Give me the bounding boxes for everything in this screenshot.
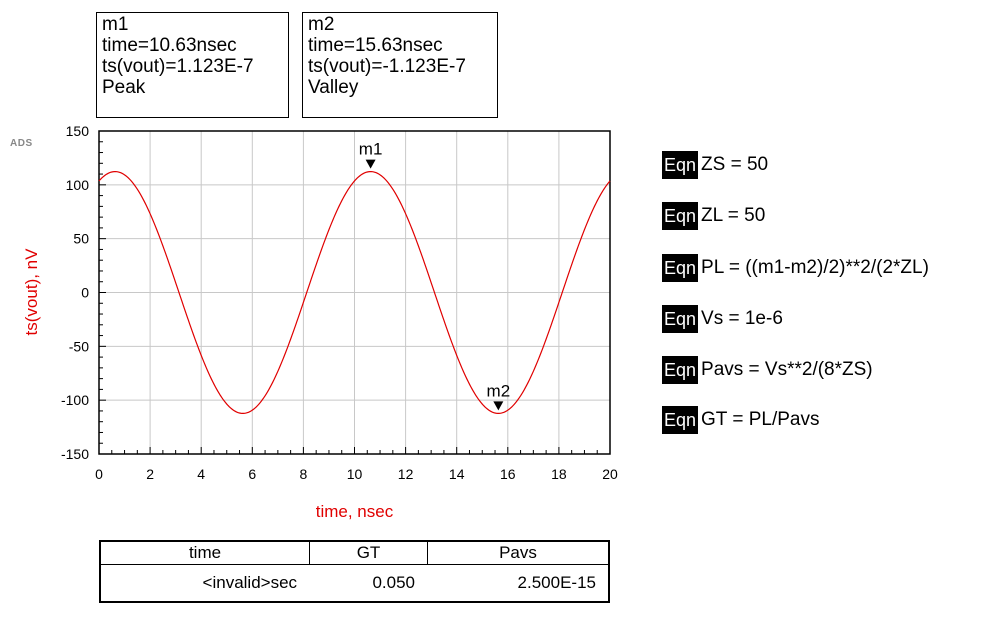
marker-m2-triangle <box>493 401 504 411</box>
equation-pavs[interactable]: Eqn Pavs = Vs**2/(8*ZS) <box>662 355 873 384</box>
eqn-tag: Eqn <box>662 150 699 179</box>
y-tick-label: -150 <box>61 446 89 462</box>
ads-logo: ADS <box>10 138 33 149</box>
y-tick-label: -100 <box>61 392 89 408</box>
plot-markers: m1 m2 <box>359 140 510 411</box>
marker-m2-value: ts(vout)=-1.123E-7 <box>308 56 466 77</box>
table-header-row: time GT Pavs <box>99 540 610 565</box>
eqn-tag: Eqn <box>662 304 699 333</box>
x-axis-label: time, nsec <box>316 502 394 521</box>
marker-m2-name: m2 <box>308 14 335 35</box>
equation-text: PL = ((m1-m2)/2)**2/(2*ZL) <box>701 256 929 278</box>
marker-m1-readout[interactable]: m1 time=10.63nsec ts(vout)=1.123E-7 Peak <box>96 12 289 118</box>
marker-m1-triangle <box>365 159 376 169</box>
table-cell-pavs: 2.500E-15 <box>426 564 610 603</box>
x-tick-label: 2 <box>146 466 154 482</box>
x-tick-label: 20 <box>602 466 618 482</box>
series-line-ts-vout <box>98 170 611 415</box>
equation-text: ZL = 50 <box>701 204 766 226</box>
eqn-tag: Eqn <box>662 201 699 230</box>
marker-m1-time: time=10.63nsec <box>102 35 237 56</box>
marker-m1-label: m1 <box>359 140 383 159</box>
x-tick-label: 16 <box>500 466 516 482</box>
axis-ticks <box>98 130 611 455</box>
marker-m1-name: m1 <box>102 14 129 35</box>
equation-zs[interactable]: Eqn ZS = 50 <box>662 150 768 179</box>
y-tick-label: 0 <box>81 285 89 301</box>
eqn-tag: Eqn <box>662 253 699 282</box>
y-axis-label: ts(vout), nV <box>22 248 41 336</box>
marker-m2-label: m2 <box>487 381 511 400</box>
eqn-tag: Eqn <box>662 355 699 384</box>
results-table[interactable]: time GT Pavs <invalid>sec 0.050 2.500E-1… <box>99 540 610 603</box>
table-header-gt: GT <box>309 540 428 565</box>
x-tick-label: 10 <box>347 466 363 482</box>
equation-text: Vs = 1e-6 <box>701 307 783 329</box>
x-tick-label: 6 <box>248 466 256 482</box>
table-row: <invalid>sec 0.050 2.500E-15 <box>99 564 610 603</box>
y-tick-label: 100 <box>66 177 90 193</box>
marker-m1-kind: Peak <box>102 77 146 98</box>
x-tick-label: 14 <box>449 466 465 482</box>
y-tick-label: 50 <box>73 231 89 247</box>
time-domain-plot[interactable]: 0 2 4 6 8 10 12 14 16 18 20 150 100 50 0 -50 -100 -150 m1… <box>0 0 640 540</box>
equation-zl[interactable]: Eqn ZL = 50 <box>662 201 765 230</box>
equation-text: Pavs = Vs**2/(8*ZS) <box>701 358 873 380</box>
equation-vs[interactable]: Eqn Vs = 1e-6 <box>662 304 783 333</box>
x-tick-label: 12 <box>398 466 414 482</box>
eqn-tag: Eqn <box>662 405 699 434</box>
plot-grid <box>99 131 610 454</box>
y-tick-label: -50 <box>69 338 89 354</box>
equation-text: GT = PL/Pavs <box>701 408 820 430</box>
marker-m2-readout[interactable]: m2 time=15.63nsec ts(vout)=-1.123E-7 Val… <box>302 12 498 118</box>
x-tick-label: 8 <box>300 466 308 482</box>
y-tick-label: 150 <box>66 123 90 139</box>
x-tick-label: 0 <box>95 466 103 482</box>
table-header-pavs: Pavs <box>426 540 610 565</box>
equation-text: ZS = 50 <box>701 153 769 175</box>
x-tick-label: 18 <box>551 466 567 482</box>
equation-pl[interactable]: Eqn PL = ((m1-m2)/2)**2/(2*ZL) <box>662 253 929 282</box>
table-header-time: time <box>99 540 311 565</box>
marker-m1-value: ts(vout)=1.123E-7 <box>102 56 254 77</box>
table-cell-gt: 0.050 <box>309 564 428 603</box>
x-tick-label: 4 <box>197 466 205 482</box>
equation-gt[interactable]: Eqn GT = PL/Pavs <box>662 405 819 434</box>
table-cell-time: <invalid>sec <box>99 564 311 603</box>
marker-m2-kind: Valley <box>308 77 359 98</box>
axis-tick-labels: 0 2 4 6 8 10 12 14 16 18 20 150 100 50 0 -50 -100 -150 <box>61 123 618 482</box>
marker-m2-time: time=15.63nsec <box>308 35 443 56</box>
